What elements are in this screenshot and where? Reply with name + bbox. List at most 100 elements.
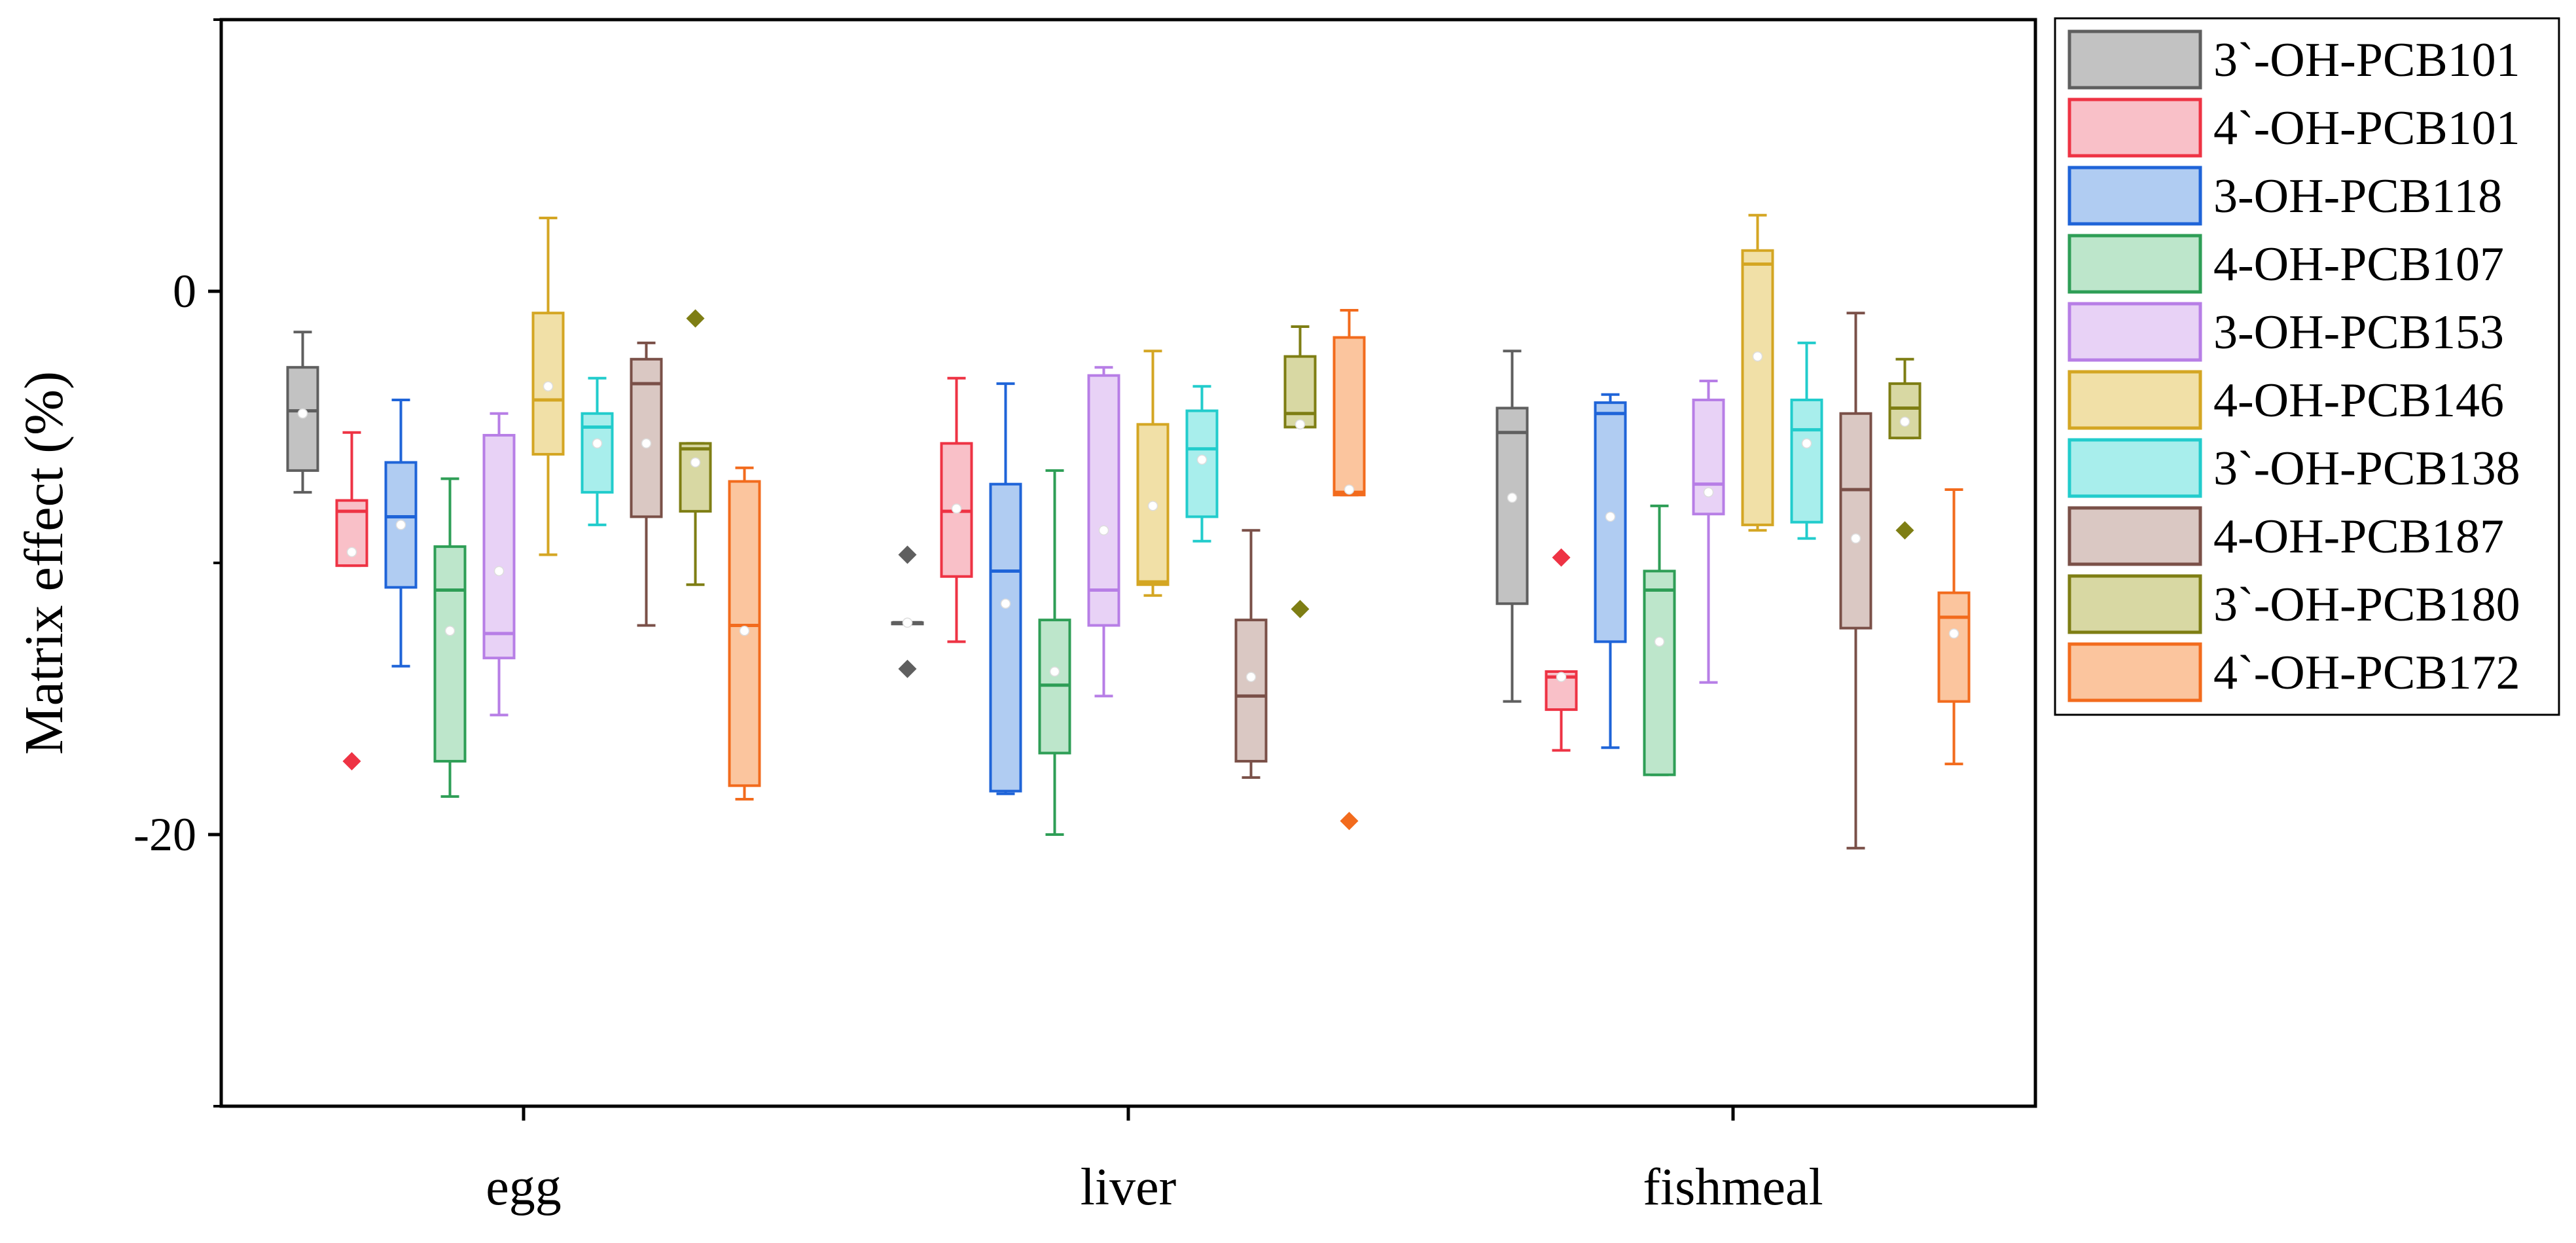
legend-label: 3-OH-PCB153 <box>2213 306 2504 359</box>
outlier-marker <box>1291 600 1310 619</box>
box-3`-OH-PCB101-fishmeal <box>1495 350 1529 703</box>
box-3`-OH-PCB138-liver <box>1185 385 1219 543</box>
box-iqr <box>1495 406 1529 605</box>
box-3-OH-PCB153-egg <box>482 412 516 717</box>
mean-marker <box>1344 484 1355 495</box>
outlier-marker <box>898 545 917 564</box>
box-4`-OH-PCB172-liver <box>1333 309 1366 831</box>
box-4`-OH-PCB101-egg <box>335 431 368 770</box>
mean-marker <box>493 566 505 577</box>
mean-marker <box>1147 501 1158 511</box>
box-iqr <box>482 433 516 660</box>
box-3-OH-PCB118-egg <box>384 399 418 668</box>
outlier-marker <box>1895 521 1914 540</box>
box-iqr <box>581 412 614 494</box>
mean-marker <box>1605 511 1616 522</box>
outlier-marker <box>342 751 361 770</box>
mean-marker <box>444 626 456 636</box>
mean-marker <box>1049 666 1060 677</box>
box-iqr <box>1234 619 1268 763</box>
box-3`-OH-PCB101-liver <box>891 545 924 678</box>
box-4-OH-PCB187-liver <box>1234 529 1268 779</box>
box-iqr <box>1283 355 1317 429</box>
box-iqr <box>1643 569 1676 776</box>
mean-marker <box>1556 672 1567 683</box>
chart-marks <box>286 213 1971 850</box>
mean-marker <box>1098 525 1109 535</box>
legend-swatch <box>2067 574 2202 634</box>
x-tick-label-fishmeal: fishmeal <box>1643 1159 1823 1216</box>
box-3`-OH-PCB138-egg <box>581 376 614 526</box>
x-tick-label-egg: egg <box>486 1159 562 1216</box>
box-4-OH-PCB146-liver <box>1136 350 1170 597</box>
legend-swatch <box>2067 98 2202 158</box>
box-iqr <box>384 461 418 589</box>
legend-label: 4`-OH-PCB172 <box>2213 646 2520 700</box>
box-3-OH-PCB153-liver <box>1087 366 1120 698</box>
mean-marker <box>951 503 962 514</box>
box-iqr <box>1888 382 1922 440</box>
box-4-OH-PCB187-egg <box>630 341 663 627</box>
box-iqr <box>1087 374 1120 627</box>
legend-label: 4-OH-PCB146 <box>2213 374 2504 427</box>
box-iqr <box>1333 336 1366 497</box>
legend-swatch <box>2067 438 2202 498</box>
mean-marker <box>1295 419 1306 430</box>
box-3`-OH-PCB180-egg <box>679 309 712 586</box>
box-4-OH-PCB107-liver <box>1038 469 1071 836</box>
box-iqr <box>1937 591 1971 703</box>
box-iqr <box>286 366 319 472</box>
box-4-OH-PCB107-fishmeal <box>1643 504 1676 776</box>
box-4`-OH-PCB101-fishmeal <box>1545 548 1578 752</box>
box-4`-OH-PCB172-egg <box>728 466 761 801</box>
legend-swatch <box>2067 29 2202 90</box>
legend-label: 3`-OH-PCB180 <box>2213 578 2520 632</box>
axes: 0 -20 egg liver fishmeal <box>134 18 1823 1216</box>
legend-swatch <box>2067 302 2202 362</box>
legend-swatch <box>2067 642 2202 702</box>
mean-marker <box>1850 533 1861 544</box>
y-tick-label: 0 <box>173 265 196 317</box>
mean-marker <box>543 381 554 391</box>
legend-label: 3`-OH-PCB138 <box>2213 442 2520 495</box>
legend-label: 4`-OH-PCB101 <box>2213 101 2520 155</box>
box-iqr <box>1594 401 1627 643</box>
legend-label: 4-OH-PCB107 <box>2213 238 2504 291</box>
mean-marker <box>902 617 913 628</box>
legend-swatch <box>2067 166 2202 226</box>
legend-swatch <box>2067 370 2202 430</box>
legend-swatch <box>2067 234 2202 294</box>
box-iqr <box>989 482 1022 793</box>
box-3-OH-PCB118-fishmeal <box>1594 393 1627 749</box>
legend: 3`-OH-PCB101 4`-OH-PCB101 3-OH-PCB118 4-OH-… <box>2054 17 2560 716</box>
y-axis-title: Matrix effect (%) <box>14 371 75 755</box>
mean-marker <box>1245 672 1257 683</box>
mean-marker <box>1000 598 1011 609</box>
box-iqr <box>1741 249 1774 526</box>
y-tick-label: -20 <box>134 808 196 861</box>
mean-marker <box>592 438 603 449</box>
mean-marker <box>690 457 701 468</box>
box-4`-OH-PCB101-liver <box>940 376 973 643</box>
box-3`-OH-PCB101-egg <box>286 331 319 494</box>
box-3-OH-PCB118-liver <box>989 382 1022 795</box>
mean-marker <box>1196 454 1208 465</box>
box-4-OH-PCB187-fishmeal <box>1839 312 1872 850</box>
outlier-marker <box>686 309 705 328</box>
mean-marker <box>395 520 406 530</box>
mean-marker <box>1654 636 1665 647</box>
box-3`-OH-PCB138-fishmeal <box>1790 341 1823 540</box>
box-iqr <box>1839 412 1872 630</box>
mean-marker <box>641 438 652 449</box>
mean-marker <box>297 408 308 419</box>
legend-swatch <box>2067 506 2202 566</box>
box-iqr <box>433 545 467 763</box>
outlier-marker <box>898 659 917 678</box>
box-4`-OH-PCB172-fishmeal <box>1937 488 1971 766</box>
mean-marker <box>346 547 357 558</box>
mean-marker <box>1507 492 1518 503</box>
box-3`-OH-PCB180-fishmeal <box>1888 357 1922 540</box>
mean-marker <box>739 626 750 636</box>
box-iqr <box>679 442 712 513</box>
